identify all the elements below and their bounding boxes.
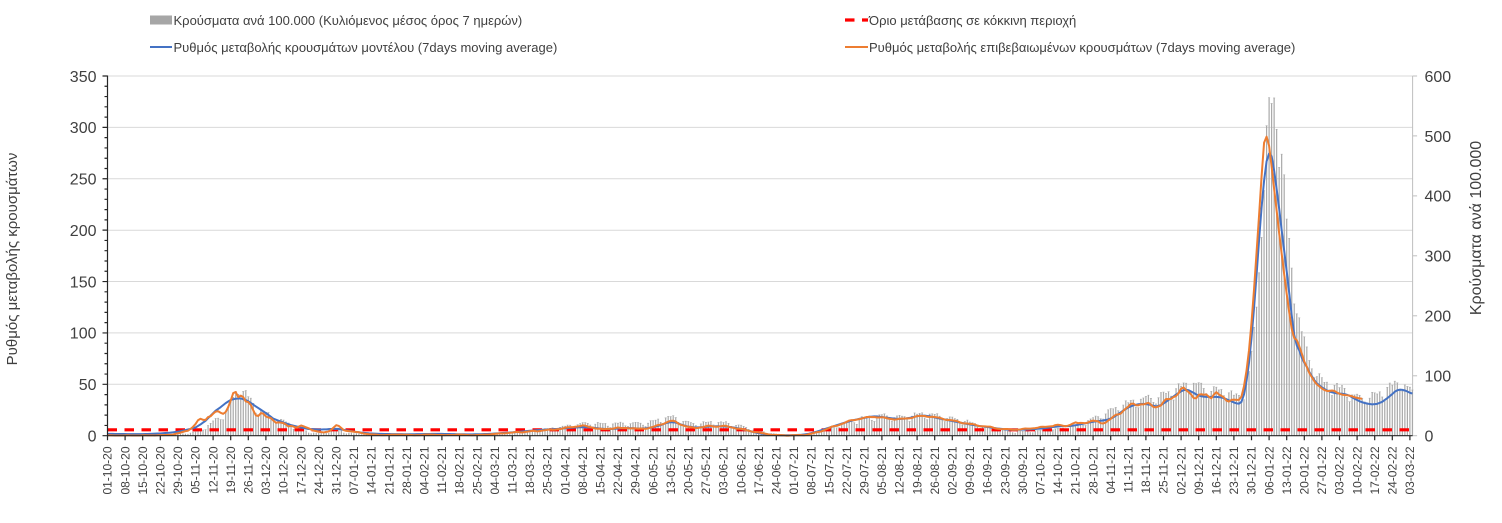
svg-text:24-12-20: 24-12-20 <box>312 446 326 494</box>
svg-text:06-01-22: 06-01-22 <box>1262 446 1276 494</box>
svg-text:17-06-21: 17-06-21 <box>752 446 766 494</box>
svg-text:04-11-21: 04-11-21 <box>1104 446 1118 493</box>
svg-text:200: 200 <box>70 223 97 240</box>
svg-text:26-11-20: 26-11-20 <box>242 446 256 493</box>
svg-text:22-04-21: 22-04-21 <box>611 446 625 494</box>
svg-text:03-12-20: 03-12-20 <box>259 446 273 494</box>
svg-text:15-07-21: 15-07-21 <box>822 446 836 494</box>
svg-text:30-09-21: 30-09-21 <box>1016 446 1030 494</box>
svg-text:06-05-21: 06-05-21 <box>646 446 660 494</box>
svg-text:25-03-21: 25-03-21 <box>541 446 555 494</box>
svg-text:Κρούσματα ανά 100.000 (Κυλιόμε: Κρούσματα ανά 100.000 (Κυλιόμενος μέσος … <box>174 13 523 28</box>
svg-text:300: 300 <box>70 120 97 137</box>
svg-text:400: 400 <box>1425 189 1452 206</box>
svg-text:31-12-20: 31-12-20 <box>330 446 344 494</box>
svg-text:Ρυθμός μεταβολής κρουσμάτων μο: Ρυθμός μεταβολής κρουσμάτων μοντέλου (7d… <box>174 40 558 55</box>
svg-text:04-02-21: 04-02-21 <box>418 446 432 494</box>
svg-text:Ρυθμός μεταβολής κρουσμάτων: Ρυθμός μεταβολής κρουσμάτων <box>4 153 21 366</box>
svg-text:24-06-21: 24-06-21 <box>770 446 784 494</box>
svg-text:250: 250 <box>70 172 97 189</box>
svg-text:200: 200 <box>1425 309 1452 326</box>
svg-text:12-11-20: 12-11-20 <box>206 446 220 493</box>
svg-text:24-02-22: 24-02-22 <box>1386 446 1400 494</box>
svg-text:12-08-21: 12-08-21 <box>893 446 907 494</box>
svg-text:16-12-21: 16-12-21 <box>1210 446 1224 494</box>
svg-text:25-02-21: 25-02-21 <box>470 446 484 494</box>
svg-text:03-02-22: 03-02-22 <box>1333 446 1347 494</box>
svg-text:100: 100 <box>70 326 97 343</box>
svg-text:21-10-21: 21-10-21 <box>1069 446 1083 494</box>
svg-text:500: 500 <box>1425 129 1452 146</box>
svg-text:26-08-21: 26-08-21 <box>928 446 942 494</box>
svg-text:05-11-20: 05-11-20 <box>189 446 203 493</box>
svg-text:21-01-21: 21-01-21 <box>382 446 396 494</box>
svg-text:28-01-21: 28-01-21 <box>400 446 414 494</box>
svg-text:02-09-21: 02-09-21 <box>946 446 960 494</box>
svg-text:29-04-21: 29-04-21 <box>629 446 643 494</box>
svg-text:100: 100 <box>1425 369 1452 386</box>
svg-text:350: 350 <box>70 69 97 86</box>
svg-text:27-01-22: 27-01-22 <box>1315 446 1329 494</box>
svg-text:07-01-21: 07-01-21 <box>347 446 361 494</box>
svg-text:0: 0 <box>88 429 97 446</box>
svg-text:29-10-20: 29-10-20 <box>171 446 185 494</box>
svg-text:16-09-21: 16-09-21 <box>981 446 995 494</box>
svg-text:08-04-21: 08-04-21 <box>576 446 590 494</box>
svg-text:02-12-21: 02-12-21 <box>1174 446 1188 494</box>
svg-text:05-08-21: 05-08-21 <box>875 446 889 494</box>
svg-text:20-01-22: 20-01-22 <box>1298 446 1312 494</box>
svg-text:11-11-21: 11-11-21 <box>1122 446 1136 493</box>
svg-text:01-10-20: 01-10-20 <box>101 446 115 494</box>
svg-text:07-10-21: 07-10-21 <box>1034 446 1048 494</box>
svg-text:28-10-21: 28-10-21 <box>1086 446 1100 494</box>
svg-text:14-01-21: 14-01-21 <box>365 446 379 494</box>
svg-text:Κρούσματα ανά 100.000: Κρούσματα ανά 100.000 <box>1468 141 1485 315</box>
svg-text:Όριο μετάβασης σε κόκκινη περι: Όριο μετάβασης σε κόκκινη περιοχή <box>868 13 1076 28</box>
svg-text:04-03-21: 04-03-21 <box>488 446 502 494</box>
svg-text:150: 150 <box>70 274 97 291</box>
svg-text:25-11-21: 25-11-21 <box>1157 446 1171 493</box>
svg-text:18-11-21: 18-11-21 <box>1139 446 1153 493</box>
svg-text:11-02-21: 11-02-21 <box>435 446 449 493</box>
svg-text:13-01-22: 13-01-22 <box>1280 446 1294 494</box>
svg-text:22-07-21: 22-07-21 <box>840 446 854 494</box>
svg-text:19-08-21: 19-08-21 <box>910 446 924 494</box>
svg-text:14-10-21: 14-10-21 <box>1051 446 1065 494</box>
svg-text:13-05-21: 13-05-21 <box>664 446 678 494</box>
svg-text:17-02-22: 17-02-22 <box>1368 446 1382 494</box>
svg-text:20-05-21: 20-05-21 <box>682 446 696 494</box>
svg-text:50: 50 <box>79 377 97 394</box>
svg-text:08-10-20: 08-10-20 <box>118 446 132 494</box>
svg-text:11-03-21: 11-03-21 <box>506 446 520 493</box>
svg-text:18-03-21: 18-03-21 <box>523 446 537 494</box>
svg-text:29-07-21: 29-07-21 <box>858 446 872 494</box>
svg-text:01-07-21: 01-07-21 <box>787 446 801 494</box>
svg-text:15-04-21: 15-04-21 <box>594 446 608 494</box>
svg-text:03-06-21: 03-06-21 <box>717 446 731 494</box>
svg-text:10-02-22: 10-02-22 <box>1350 446 1364 494</box>
svg-text:22-10-20: 22-10-20 <box>154 446 168 494</box>
svg-text:23-12-21: 23-12-21 <box>1227 446 1241 494</box>
svg-text:600: 600 <box>1425 69 1452 86</box>
svg-text:09-09-21: 09-09-21 <box>963 446 977 494</box>
svg-text:09-12-21: 09-12-21 <box>1192 446 1206 494</box>
svg-text:23-09-21: 23-09-21 <box>998 446 1012 494</box>
svg-text:03-03-22: 03-03-22 <box>1403 446 1417 494</box>
svg-text:17-12-20: 17-12-20 <box>294 446 308 494</box>
svg-text:0: 0 <box>1425 429 1434 446</box>
svg-text:300: 300 <box>1425 249 1452 266</box>
svg-text:01-04-21: 01-04-21 <box>558 446 572 494</box>
svg-text:15-10-20: 15-10-20 <box>136 446 150 494</box>
svg-text:08-07-21: 08-07-21 <box>805 446 819 494</box>
svg-text:19-11-20: 19-11-20 <box>224 446 238 493</box>
svg-text:27-05-21: 27-05-21 <box>699 446 713 494</box>
svg-text:30-12-21: 30-12-21 <box>1245 446 1259 494</box>
svg-text:18-02-21: 18-02-21 <box>453 446 467 494</box>
svg-text:10-12-20: 10-12-20 <box>277 446 291 494</box>
svg-text:10-06-21: 10-06-21 <box>734 446 748 494</box>
svg-text:Ρυθμός μεταβολής επιβεβαιωμένω: Ρυθμός μεταβολής επιβεβαιωμένων κρουσμάτ… <box>869 40 1295 55</box>
